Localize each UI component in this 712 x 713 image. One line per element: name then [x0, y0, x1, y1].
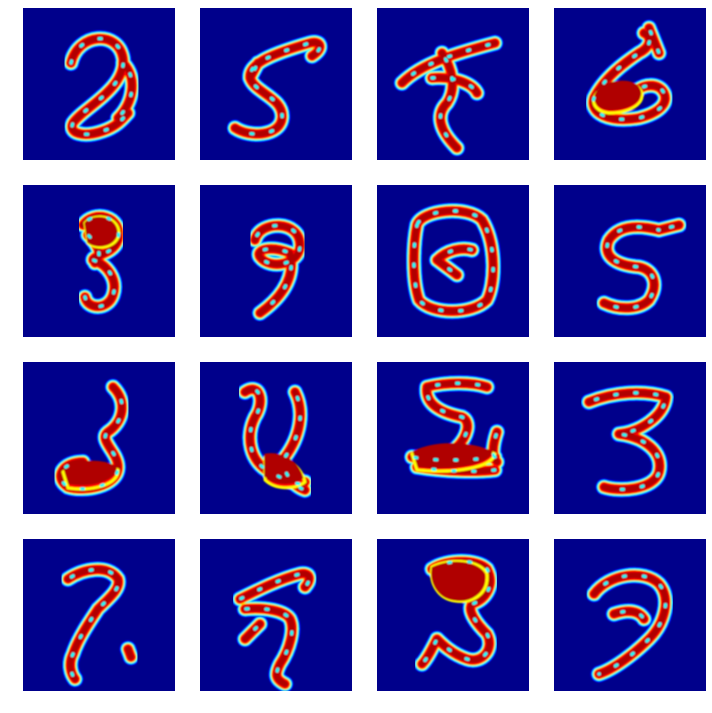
- heatmap-tile: [377, 8, 529, 160]
- heatmap-image: [554, 8, 706, 160]
- heatmap-image: [200, 8, 352, 160]
- digit-strokes: [74, 208, 127, 315]
- digit-strokes: [52, 378, 131, 498]
- heatmap-tile: [377, 539, 529, 691]
- digit-strokes: [226, 33, 329, 143]
- heatmap-tile: [23, 539, 175, 691]
- digit-strokes: [62, 30, 141, 143]
- heatmap-tile: [377, 362, 529, 514]
- digit-strokes: [236, 381, 314, 499]
- digit-strokes: [231, 565, 318, 691]
- heatmap-image: [377, 185, 529, 337]
- heatmap-tile: [200, 185, 352, 337]
- digit-strokes: [595, 216, 688, 317]
- heatmap-image: [23, 539, 175, 691]
- heatmap-tile: [23, 362, 175, 514]
- heatmap-tile: [554, 185, 706, 337]
- heatmap-tile: [200, 539, 352, 691]
- heatmap-image: [554, 539, 706, 691]
- heatmap-image: [554, 185, 706, 337]
- heatmap-tile: [377, 185, 529, 337]
- heatmap-image: [554, 362, 706, 514]
- heatmap-image: [200, 362, 352, 514]
- digit-strokes: [580, 384, 675, 498]
- heatmap-image: [200, 185, 352, 337]
- heatmap-image: [377, 8, 529, 160]
- heatmap-image: [200, 539, 352, 691]
- heatmap-image: [23, 8, 175, 160]
- digit-strokes: [59, 561, 140, 688]
- digit-strokes: [413, 553, 499, 673]
- heatmap-image: [377, 539, 529, 691]
- digit-strokes: [405, 202, 502, 320]
- heatmap-tile: [554, 539, 706, 691]
- digit-strokes: [403, 374, 506, 480]
- heatmap-image: [23, 185, 175, 337]
- digit-strokes: [393, 34, 504, 157]
- heatmap-tile: [23, 8, 175, 160]
- heatmap-tile: [23, 185, 175, 337]
- heatmap-tile: [554, 362, 706, 514]
- heatmap-tile: [200, 8, 352, 160]
- heatmap-image: [23, 362, 175, 514]
- heatmap-image: [377, 362, 529, 514]
- heatmap-tile: [200, 362, 352, 514]
- digit-strokes: [585, 566, 675, 683]
- digit-strokes: [246, 217, 309, 322]
- heatmap-tile: [554, 8, 706, 160]
- digit-strokes: [584, 19, 674, 128]
